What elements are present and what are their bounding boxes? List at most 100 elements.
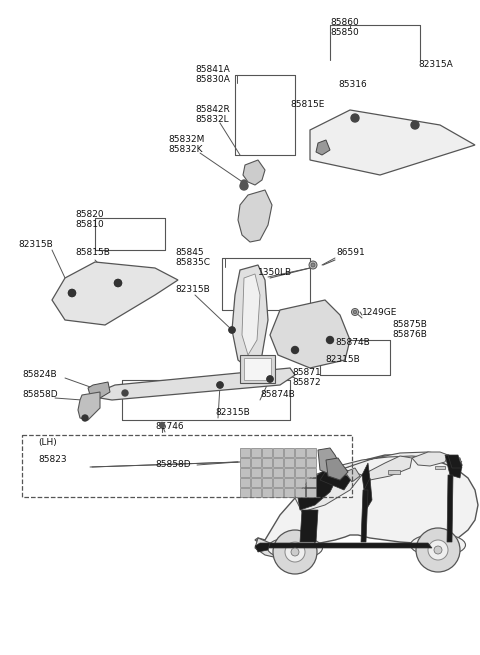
Circle shape [351,309,359,316]
Circle shape [241,180,247,186]
Circle shape [291,346,299,354]
Bar [388,470,400,474]
Circle shape [411,121,419,129]
Text: (LH): (LH) [38,438,57,447]
Polygon shape [361,490,368,542]
Polygon shape [298,470,338,510]
Circle shape [353,310,357,314]
Circle shape [229,327,235,333]
Polygon shape [270,300,350,368]
Circle shape [327,337,333,343]
Circle shape [285,542,305,562]
Text: 86591: 86591 [336,248,365,257]
Bar [262,448,272,457]
Bar [240,448,250,457]
Bar [273,468,283,477]
Text: 85823: 85823 [38,455,67,464]
Polygon shape [255,543,270,552]
Polygon shape [78,392,100,420]
Bar [295,458,305,467]
Bar [273,478,283,487]
Bar [240,355,275,383]
Polygon shape [88,382,110,398]
Text: 85746: 85746 [155,422,184,431]
Circle shape [240,182,248,190]
Bar [273,458,283,467]
Ellipse shape [410,534,466,556]
Polygon shape [448,455,462,468]
Bar [435,466,445,469]
Polygon shape [242,274,260,355]
Circle shape [159,422,165,428]
Text: 85874B: 85874B [260,390,295,399]
Text: 82315B: 82315B [215,408,250,417]
Bar [273,448,283,457]
Text: 85815E: 85815E [290,100,324,109]
Text: 85845
85835C: 85845 85835C [175,248,210,267]
Text: 85316: 85316 [338,80,367,89]
Text: 85815B: 85815B [75,248,110,257]
Ellipse shape [267,537,323,559]
Circle shape [311,263,315,267]
Polygon shape [412,452,448,466]
Circle shape [267,376,273,382]
Circle shape [309,261,317,269]
Text: 85824B: 85824B [22,370,57,379]
Bar [284,488,294,497]
Polygon shape [316,140,330,155]
Circle shape [351,114,359,122]
Circle shape [292,347,298,353]
Bar [251,448,261,457]
Text: 85842R
85832L: 85842R 85832L [195,105,230,124]
Bar [251,478,261,487]
Bar [262,468,272,477]
Polygon shape [238,190,272,242]
Circle shape [434,546,442,554]
Text: 1350LB: 1350LB [258,268,292,277]
Bar [262,488,272,497]
Bar [273,488,283,497]
Bar [306,458,316,467]
Polygon shape [320,468,352,490]
Circle shape [267,376,273,382]
Text: 85860
85850: 85860 85850 [331,18,360,37]
Circle shape [273,530,317,574]
Bar [306,468,316,477]
Bar [22,435,352,497]
Polygon shape [445,455,462,478]
Circle shape [217,382,223,388]
Circle shape [115,280,121,286]
Polygon shape [100,368,295,400]
Text: 85875B
85876B: 85875B 85876B [392,320,427,339]
Text: 85858D: 85858D [22,390,58,399]
Text: 85871
85872: 85871 85872 [292,368,321,387]
Polygon shape [345,468,360,482]
Polygon shape [295,468,362,512]
Polygon shape [362,456,412,480]
Polygon shape [318,448,340,475]
Bar [240,488,250,497]
Circle shape [217,382,223,388]
Bar [251,488,261,497]
Polygon shape [364,478,372,510]
Circle shape [326,337,334,343]
Text: 82315B: 82315B [175,285,210,294]
Bar [295,468,305,477]
Bar [244,358,271,380]
Text: 85858D: 85858D [155,460,191,469]
Text: 85841A
85830A: 85841A 85830A [195,65,230,84]
Polygon shape [310,110,475,175]
Polygon shape [362,463,370,490]
Polygon shape [326,458,348,480]
Text: 82315B: 82315B [325,355,360,364]
Bar [284,448,294,457]
Bar [240,458,250,467]
Polygon shape [232,265,268,370]
Bar [295,448,305,457]
Bar [251,458,261,467]
Bar [306,478,316,487]
Polygon shape [448,455,462,470]
Bar [262,478,272,487]
Text: 85874B: 85874B [335,338,370,347]
Text: 85832M
85832K: 85832M 85832K [168,135,204,154]
